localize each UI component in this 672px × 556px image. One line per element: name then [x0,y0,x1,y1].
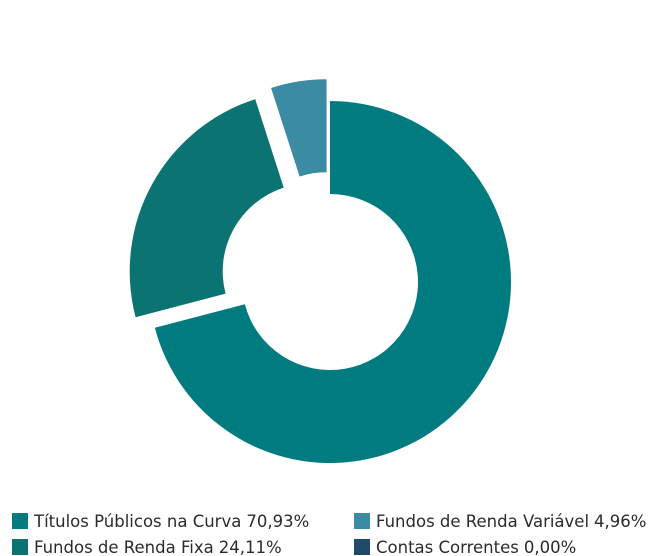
legend-swatch [12,539,28,555]
donut-slice [129,99,284,318]
donut-slice [154,101,512,463]
legend-name: Contas Correntes [376,538,519,556]
legend-swatch [354,513,370,529]
legend-name: Fundos de Renda Variável [376,512,589,531]
donut-slice [271,79,327,177]
legend-value: 4,96% [594,512,646,531]
legend-value: 0,00% [524,538,576,556]
legend-name: Fundos de Renda Fixa [34,538,214,556]
legend-value: 70,93% [246,512,309,531]
legend-label: Fundos de Renda Variável 4,96% [376,512,646,531]
legend-label: Contas Correntes 0,00% [376,538,576,556]
legend-swatch [12,513,28,529]
legend-value: 24,11% [219,538,282,556]
legend-label: Títulos Públicos na Curva 70,93% [33,512,309,531]
legend-name: Títulos Públicos na Curva [33,512,241,531]
legend-swatch [354,539,370,555]
legend-label: Fundos de Renda Fixa 24,11% [34,538,282,556]
